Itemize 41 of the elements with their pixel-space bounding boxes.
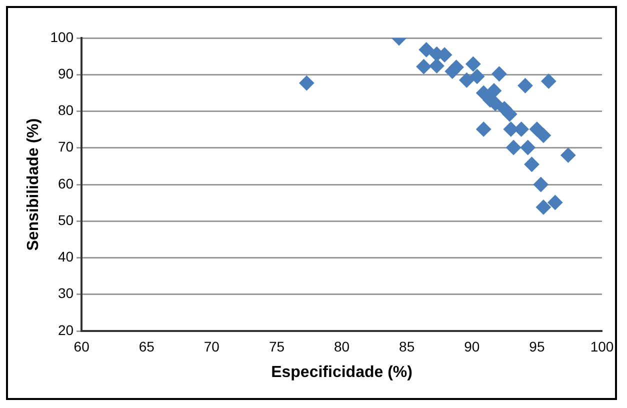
x-tick-label: 100 xyxy=(590,338,614,354)
point xyxy=(506,140,522,156)
x-tick-label: 70 xyxy=(204,338,220,354)
x-tick-label: 90 xyxy=(464,338,480,354)
y-tick-label: 70 xyxy=(58,138,74,155)
x-tick-label: 85 xyxy=(399,338,415,354)
point xyxy=(429,58,444,74)
point xyxy=(541,74,556,89)
point xyxy=(533,177,548,192)
y-tick-label: 40 xyxy=(58,248,74,265)
point xyxy=(536,128,551,143)
point xyxy=(548,194,563,210)
x-tick-label: 60 xyxy=(74,338,90,354)
point xyxy=(520,140,536,156)
point xyxy=(444,64,460,79)
y-tick-label: 20 xyxy=(58,322,74,338)
y-axis-title: Sensibilidade (%) xyxy=(25,118,42,251)
point xyxy=(536,200,551,215)
y-tick-label: 30 xyxy=(58,285,74,302)
point xyxy=(476,122,492,137)
point xyxy=(416,59,432,74)
point xyxy=(560,148,576,163)
point xyxy=(518,78,533,94)
x-tick-label: 75 xyxy=(268,338,285,354)
x-tick-label: 95 xyxy=(529,338,545,354)
point xyxy=(466,56,481,72)
point xyxy=(459,72,474,88)
y-tick-label: 80 xyxy=(58,102,74,118)
y-tick-label: 60 xyxy=(58,175,74,192)
point xyxy=(418,42,434,58)
point xyxy=(524,156,540,172)
x-axis-title: Especificidade (%) xyxy=(271,364,412,381)
x-tick-label: 80 xyxy=(334,338,350,354)
y-tick-label: 100 xyxy=(50,28,74,45)
y-tick-label: 50 xyxy=(58,212,74,228)
point xyxy=(492,66,507,82)
y-tick-label: 90 xyxy=(58,65,74,82)
point xyxy=(470,68,485,84)
point xyxy=(299,76,314,91)
x-tick-label: 65 xyxy=(138,338,155,354)
point xyxy=(502,106,518,122)
